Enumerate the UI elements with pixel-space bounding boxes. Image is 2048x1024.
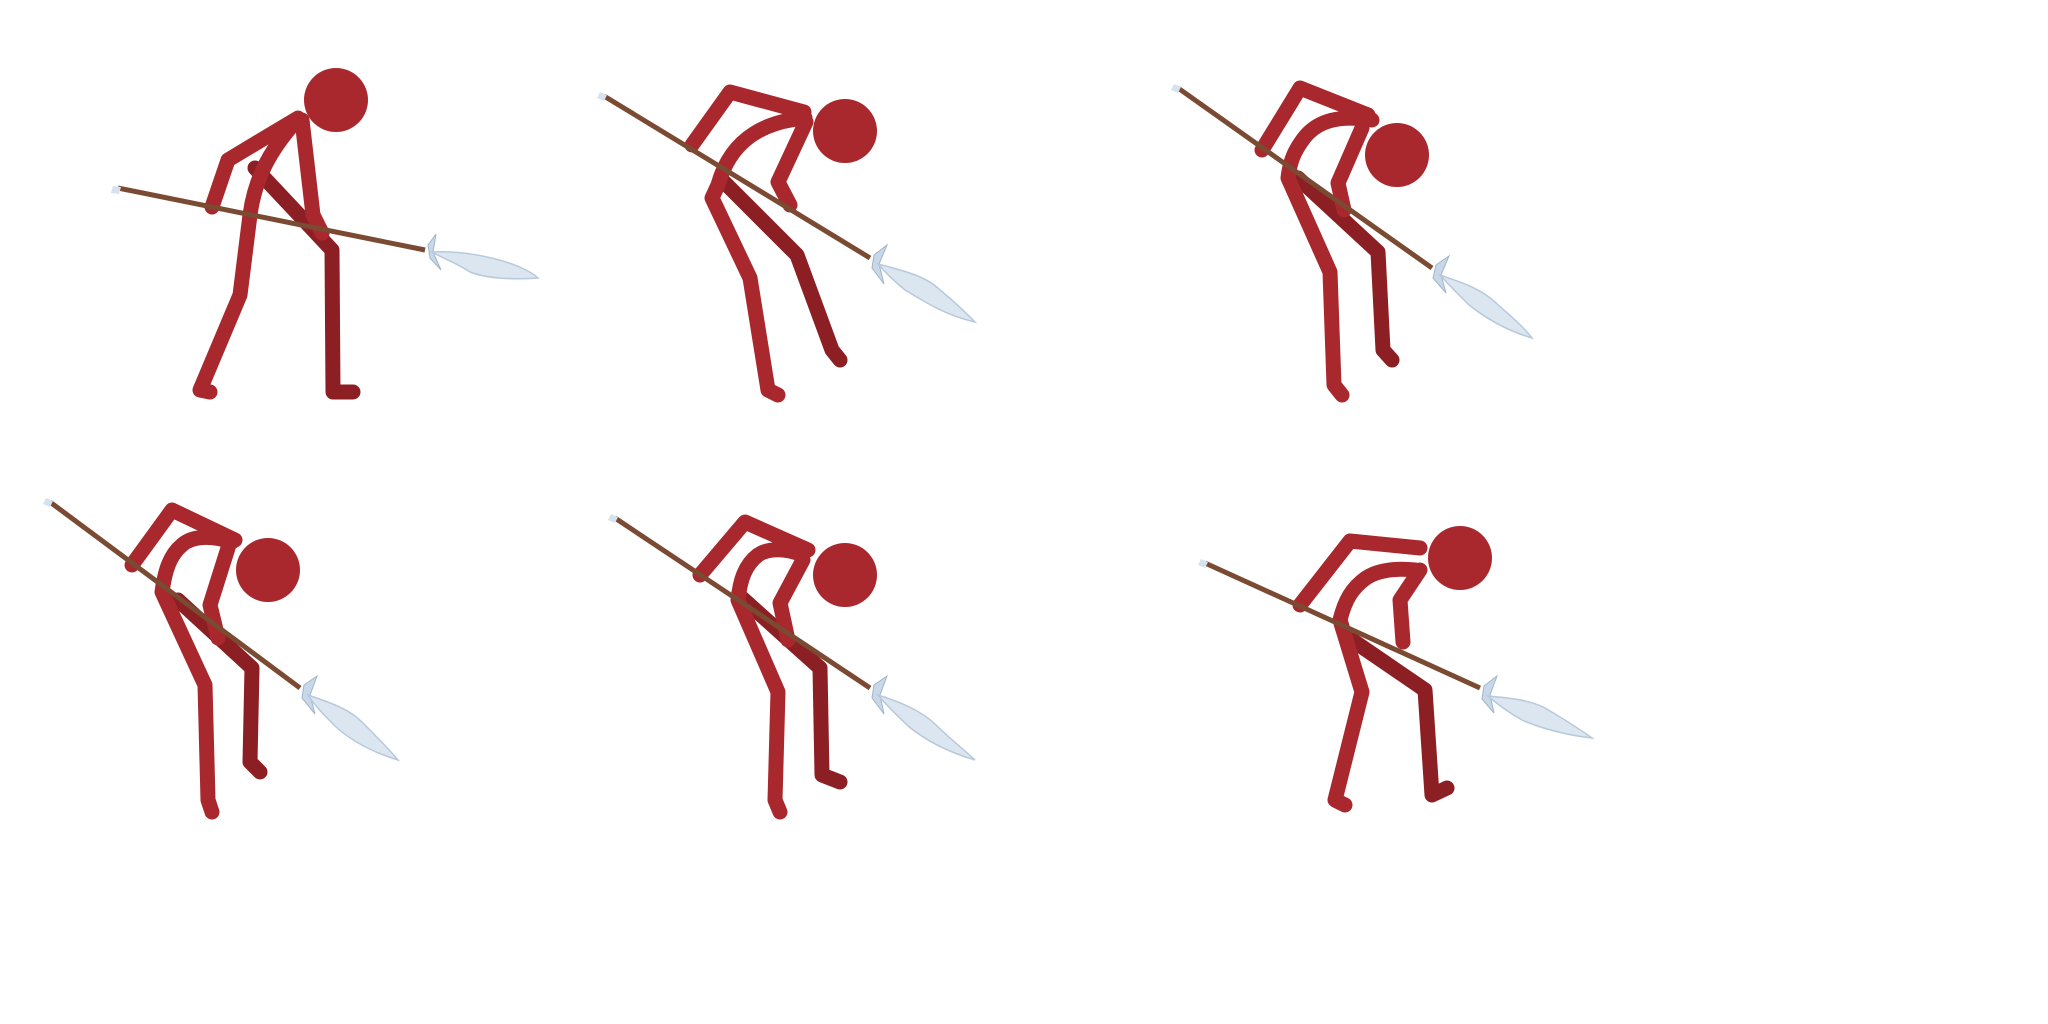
head (304, 68, 368, 132)
front-arm (692, 514, 816, 583)
back-arm (1392, 562, 1428, 650)
sprite-frame-5 (608, 514, 976, 820)
front-arm (204, 110, 306, 215)
sprite-frame-1 (111, 68, 540, 400)
sprite-frame-3 (1171, 80, 1535, 403)
front-arm (124, 502, 243, 573)
head (813, 99, 877, 163)
front-arm (1254, 80, 1376, 158)
spear (608, 514, 976, 761)
back-leg (247, 160, 361, 400)
sprite-frame-4 (43, 498, 401, 820)
spear (43, 498, 401, 762)
torso-and-front-leg (704, 110, 813, 403)
spear (1171, 84, 1535, 340)
sprite-frame-2 (597, 84, 978, 403)
back-arm (1330, 120, 1370, 218)
spear (111, 185, 540, 280)
head (1428, 526, 1492, 590)
torso-and-front-leg (1280, 110, 1380, 403)
back-leg (1290, 170, 1400, 368)
torso-and-front-leg (154, 530, 240, 820)
back-leg (714, 172, 848, 368)
torso-and-front-leg (192, 112, 305, 400)
back-leg (1344, 632, 1455, 803)
spear (1198, 559, 1595, 740)
spear (597, 92, 978, 324)
head (1365, 123, 1429, 187)
head (813, 543, 877, 607)
front-arm (1292, 533, 1428, 613)
torso-and-front-leg (1327, 561, 1423, 813)
back-arm (770, 114, 814, 213)
back-arm (772, 552, 811, 648)
head (236, 538, 300, 602)
sprite-frame-6 (1198, 526, 1595, 813)
front-arm (684, 84, 812, 153)
